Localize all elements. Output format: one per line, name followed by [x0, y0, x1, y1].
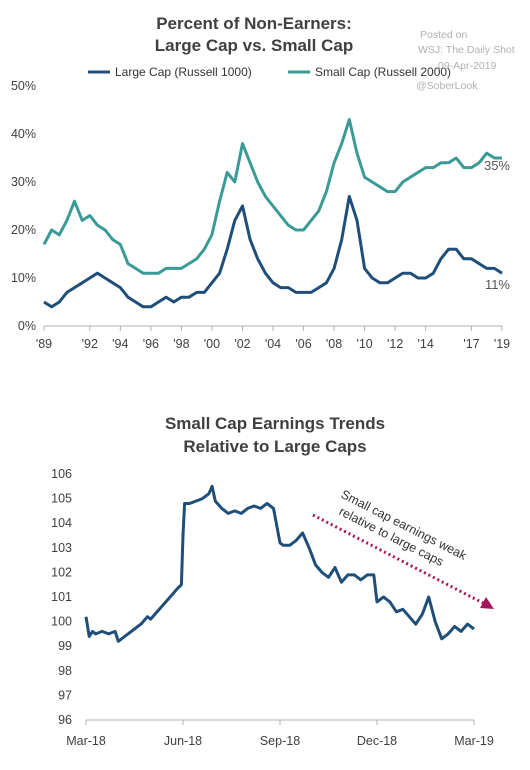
chart1-x-tick-label: '02 [234, 337, 250, 351]
legend-label-small-cap: Small Cap (Russell 2000) [315, 65, 451, 79]
chart2-y-tick-label: 106 [51, 467, 72, 481]
watermark-line4: @SoberLook [416, 80, 478, 92]
watermark: Posted on WSJ: The Daily Shot 09-Apr-201… [416, 29, 515, 92]
chart2-x-tick-label: Dec-18 [357, 734, 397, 748]
chart2-y-tick-label: 97 [58, 688, 72, 702]
chart2-title-line1: Small Cap Earnings Trends [165, 414, 385, 433]
chart1-x-tick-label: '98 [173, 337, 189, 351]
chart2-y-tick-label: 105 [51, 492, 72, 506]
chart2-x-tick-label: Mar-19 [454, 734, 494, 748]
chart1-x-tick-label: '19 [494, 337, 510, 351]
watermark-line2: WSJ: The Daily Shot [418, 44, 515, 56]
chart1-title-line2: Large Cap vs. Small Cap [155, 36, 353, 55]
watermark-line3: 09-Apr-2019 [438, 60, 497, 72]
chart1-x-tick-label: '12 [387, 337, 403, 351]
chart2-y-tick-label: 96 [58, 713, 72, 727]
chart2-y-tick-label: 100 [51, 615, 72, 629]
chart1-y-tick-label: 30% [11, 175, 36, 189]
chart1-x-tick-label: '92 [82, 337, 98, 351]
chart1-x-tick-label: '89 [36, 337, 52, 351]
chart2-y-tick-label: 98 [58, 664, 72, 678]
end-label-large-cap: 11% [485, 277, 510, 292]
chart1-y-tick-label: 10% [11, 271, 36, 285]
chart-earnings-trends: Small Cap Earnings Trends Relative to La… [51, 414, 494, 748]
chart2-x-tick-label: Jun-18 [164, 734, 202, 748]
chart1-x-tick-label: '10 [356, 337, 372, 351]
chart1-x-tick-label: '94 [112, 337, 128, 351]
series-line-relative-earnings [84, 484, 475, 643]
chart2-y-tick-label: 104 [51, 516, 72, 530]
chart1-y-tick-label: 50% [11, 79, 36, 93]
chart1-x-tick-label: '00 [204, 337, 220, 351]
chart2-x-tick-label: Sep-18 [260, 734, 300, 748]
chart1-x-tick-label: '96 [143, 337, 159, 351]
legend-label-large-cap: Large Cap (Russell 1000) [115, 65, 252, 79]
chart2-annotation: Small cap earnings weak relative to larg… [312, 487, 494, 609]
chart2-y-tick-label: 102 [51, 565, 72, 579]
chart2-y-tick-label: 99 [58, 639, 72, 653]
chart2-y-tick-label: 103 [51, 541, 72, 555]
trend-arrow-head [480, 597, 494, 609]
chart1-y-tick-label: 40% [11, 127, 36, 141]
chart2-x-tick-label: Mar-18 [66, 734, 106, 748]
end-label-small-cap: 35% [484, 158, 510, 173]
chart1-x-tick-label: '04 [265, 337, 281, 351]
chart1-title-line1: Percent of Non-Earners: [156, 14, 352, 33]
chart1-legend: Large Cap (Russell 1000) Small Cap (Russ… [88, 65, 451, 79]
chart-non-earners: Percent of Non-Earners: Large Cap vs. Sm… [11, 14, 510, 351]
chart1-x-tick-label: '17 [463, 337, 479, 351]
chart2-title-line2: Relative to Large Caps [183, 437, 366, 456]
series-line-large-cap [43, 194, 503, 309]
series-line-small-cap [42, 118, 502, 275]
chart1-x-tick-label: '08 [326, 337, 342, 351]
chart1-y-tick-label: 0% [18, 319, 36, 333]
trend-arrow-line [312, 513, 484, 605]
chart1-y-tick-label: 20% [11, 223, 36, 237]
chart2-y-tick-label: 101 [51, 590, 72, 604]
chart1-x-tick-label: '14 [418, 337, 434, 351]
chart1-x-tick-label: '06 [295, 337, 311, 351]
watermark-line1: Posted on [420, 29, 467, 41]
